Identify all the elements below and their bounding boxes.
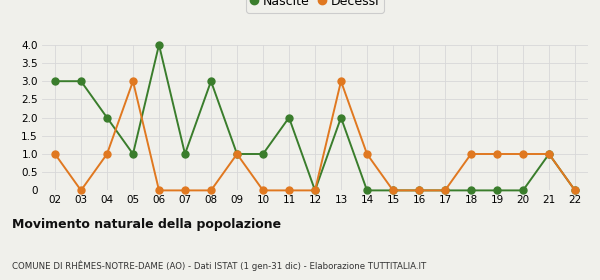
Decessi <box>364 152 371 156</box>
Text: Movimento naturale della popolazione: Movimento naturale della popolazione <box>12 218 281 231</box>
Decessi <box>337 80 344 83</box>
Nascite <box>545 152 553 156</box>
Decessi <box>442 189 449 192</box>
Nascite <box>208 80 215 83</box>
Nascite <box>311 189 319 192</box>
Decessi <box>77 189 85 192</box>
Nascite <box>467 189 475 192</box>
Decessi <box>493 152 500 156</box>
Nascite <box>233 152 241 156</box>
Nascite <box>286 116 293 119</box>
Decessi <box>233 152 241 156</box>
Nascite <box>181 152 188 156</box>
Nascite <box>389 189 397 192</box>
Text: COMUNE DI RHÊMES-NOTRE-DAME (AO) - Dati ISTAT (1 gen-31 dic) - Elaborazione TUTT: COMUNE DI RHÊMES-NOTRE-DAME (AO) - Dati … <box>12 260 426 271</box>
Decessi <box>545 152 553 156</box>
Decessi <box>52 152 59 156</box>
Line: Decessi: Decessi <box>52 78 578 194</box>
Nascite <box>337 116 344 119</box>
Decessi <box>389 189 397 192</box>
Decessi <box>520 152 527 156</box>
Line: Nascite: Nascite <box>52 41 578 194</box>
Legend: Nascite, Decessi: Nascite, Decessi <box>246 0 384 13</box>
Nascite <box>520 189 527 192</box>
Decessi <box>467 152 475 156</box>
Decessi <box>181 189 188 192</box>
Decessi <box>286 189 293 192</box>
Decessi <box>415 189 422 192</box>
Decessi <box>208 189 215 192</box>
Nascite <box>103 116 110 119</box>
Decessi <box>311 189 319 192</box>
Nascite <box>442 189 449 192</box>
Nascite <box>259 152 266 156</box>
Nascite <box>155 43 163 46</box>
Decessi <box>130 80 137 83</box>
Nascite <box>77 80 85 83</box>
Nascite <box>493 189 500 192</box>
Nascite <box>364 189 371 192</box>
Decessi <box>571 189 578 192</box>
Nascite <box>52 80 59 83</box>
Decessi <box>259 189 266 192</box>
Decessi <box>155 189 163 192</box>
Nascite <box>571 189 578 192</box>
Decessi <box>103 152 110 156</box>
Nascite <box>415 189 422 192</box>
Nascite <box>130 152 137 156</box>
